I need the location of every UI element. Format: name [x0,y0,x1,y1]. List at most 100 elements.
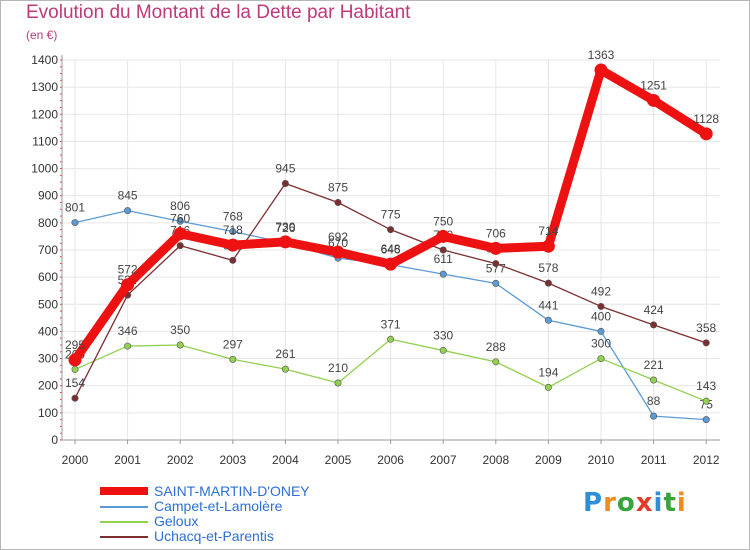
x-tick-label: 2011 [641,453,667,467]
x-tick-label: 2006 [377,453,404,467]
data-point [121,278,135,292]
data-point [334,199,342,207]
data-label: 194 [538,365,558,379]
y-tick-label: 300 [38,352,58,366]
data-point [702,397,710,405]
y-tick-label: 700 [38,243,58,257]
data-label: 760 [170,212,190,226]
logo-letter: t [663,488,677,518]
data-label: 718 [223,223,243,237]
y-tick-label: 1300 [31,80,58,94]
data-point [650,321,658,329]
y-tick-label: 1000 [31,162,58,176]
logo-letter: P [583,488,604,518]
data-label: 845 [118,189,138,203]
data-point [541,239,555,253]
data-point [544,383,552,391]
data-point [597,355,605,363]
data-point [229,228,237,236]
x-tick-label: 2002 [167,453,194,467]
data-label: 801 [65,201,85,215]
data-point [650,412,658,420]
data-point [699,127,713,141]
data-point [229,355,237,363]
data-point [439,346,447,354]
legend-label: Geloux [154,513,199,529]
data-point [173,227,187,241]
y-tick-label: 500 [38,297,58,311]
y-tick-label: 900 [38,189,58,203]
data-point [597,327,605,335]
y-tick-label: 0 [51,433,58,447]
data-point [226,238,240,252]
data-point [331,245,345,259]
logo-letter: i [676,488,687,518]
data-point [544,316,552,324]
data-label: 330 [433,328,453,342]
chart-subtitle: (en €) [26,28,58,42]
legend-swatch [100,521,148,523]
data-label: 806 [170,199,190,213]
data-label: 492 [591,284,611,298]
data-label: 424 [644,303,664,317]
data-label: 706 [486,226,506,240]
data-label: 730 [275,220,295,234]
data-label: 714 [538,224,558,238]
data-point [439,246,447,254]
y-tick-label: 100 [38,406,58,420]
data-point [278,235,292,249]
data-label: 692 [328,230,348,244]
data-point [71,365,79,373]
x-tick-label: 2012 [693,453,720,467]
data-point [489,241,503,255]
y-tick-label: 400 [38,324,58,338]
data-label: 768 [223,210,243,224]
data-label: 297 [223,337,243,351]
data-label: 300 [591,337,611,351]
data-point [176,242,184,250]
y-tick-label: 800 [38,216,58,230]
data-label: 295 [65,338,85,352]
data-point [387,335,395,343]
data-point [594,63,608,77]
x-tick-label: 2000 [62,453,89,467]
chart-title: Evolution du Montant de la Dette par Hab… [26,2,411,23]
data-point [647,93,661,107]
data-point [71,219,79,227]
logo-letter: x [635,488,654,518]
data-label: 578 [538,261,558,275]
x-tick-label: 2005 [325,453,352,467]
data-point [702,416,710,424]
logo-letter: i [653,488,664,518]
data-label: 750 [433,214,453,228]
data-point [436,229,450,243]
data-label: 875 [328,181,348,195]
data-point [439,270,447,278]
data-point [71,394,79,402]
data-label: 441 [538,298,558,312]
y-tick-label: 600 [38,270,58,284]
data-label: 775 [381,208,401,222]
data-label: 143 [696,379,716,393]
y-tick-label: 1100 [32,134,58,148]
x-tick-label: 2001 [114,453,141,467]
logo-letter: o [616,488,636,518]
data-label: 358 [696,321,716,335]
data-point [492,260,500,268]
legend-swatch [100,506,148,508]
data-label: 648 [381,242,401,256]
data-point [281,365,289,373]
data-point [650,376,658,384]
legend-label: Campet-et-Lamolère [154,498,283,514]
data-label: 646 [381,243,401,257]
x-tick-label: 2009 [535,453,562,467]
data-label: 261 [275,347,295,361]
legend-label: SAINT-MARTIN-D'ONEY [154,483,310,499]
data-label: 1251 [640,78,667,92]
data-label: 221 [644,358,664,372]
data-point [124,342,132,350]
proxiti-logo: Proxiti [583,488,687,518]
data-label: 154 [65,376,85,390]
data-point [176,217,184,225]
